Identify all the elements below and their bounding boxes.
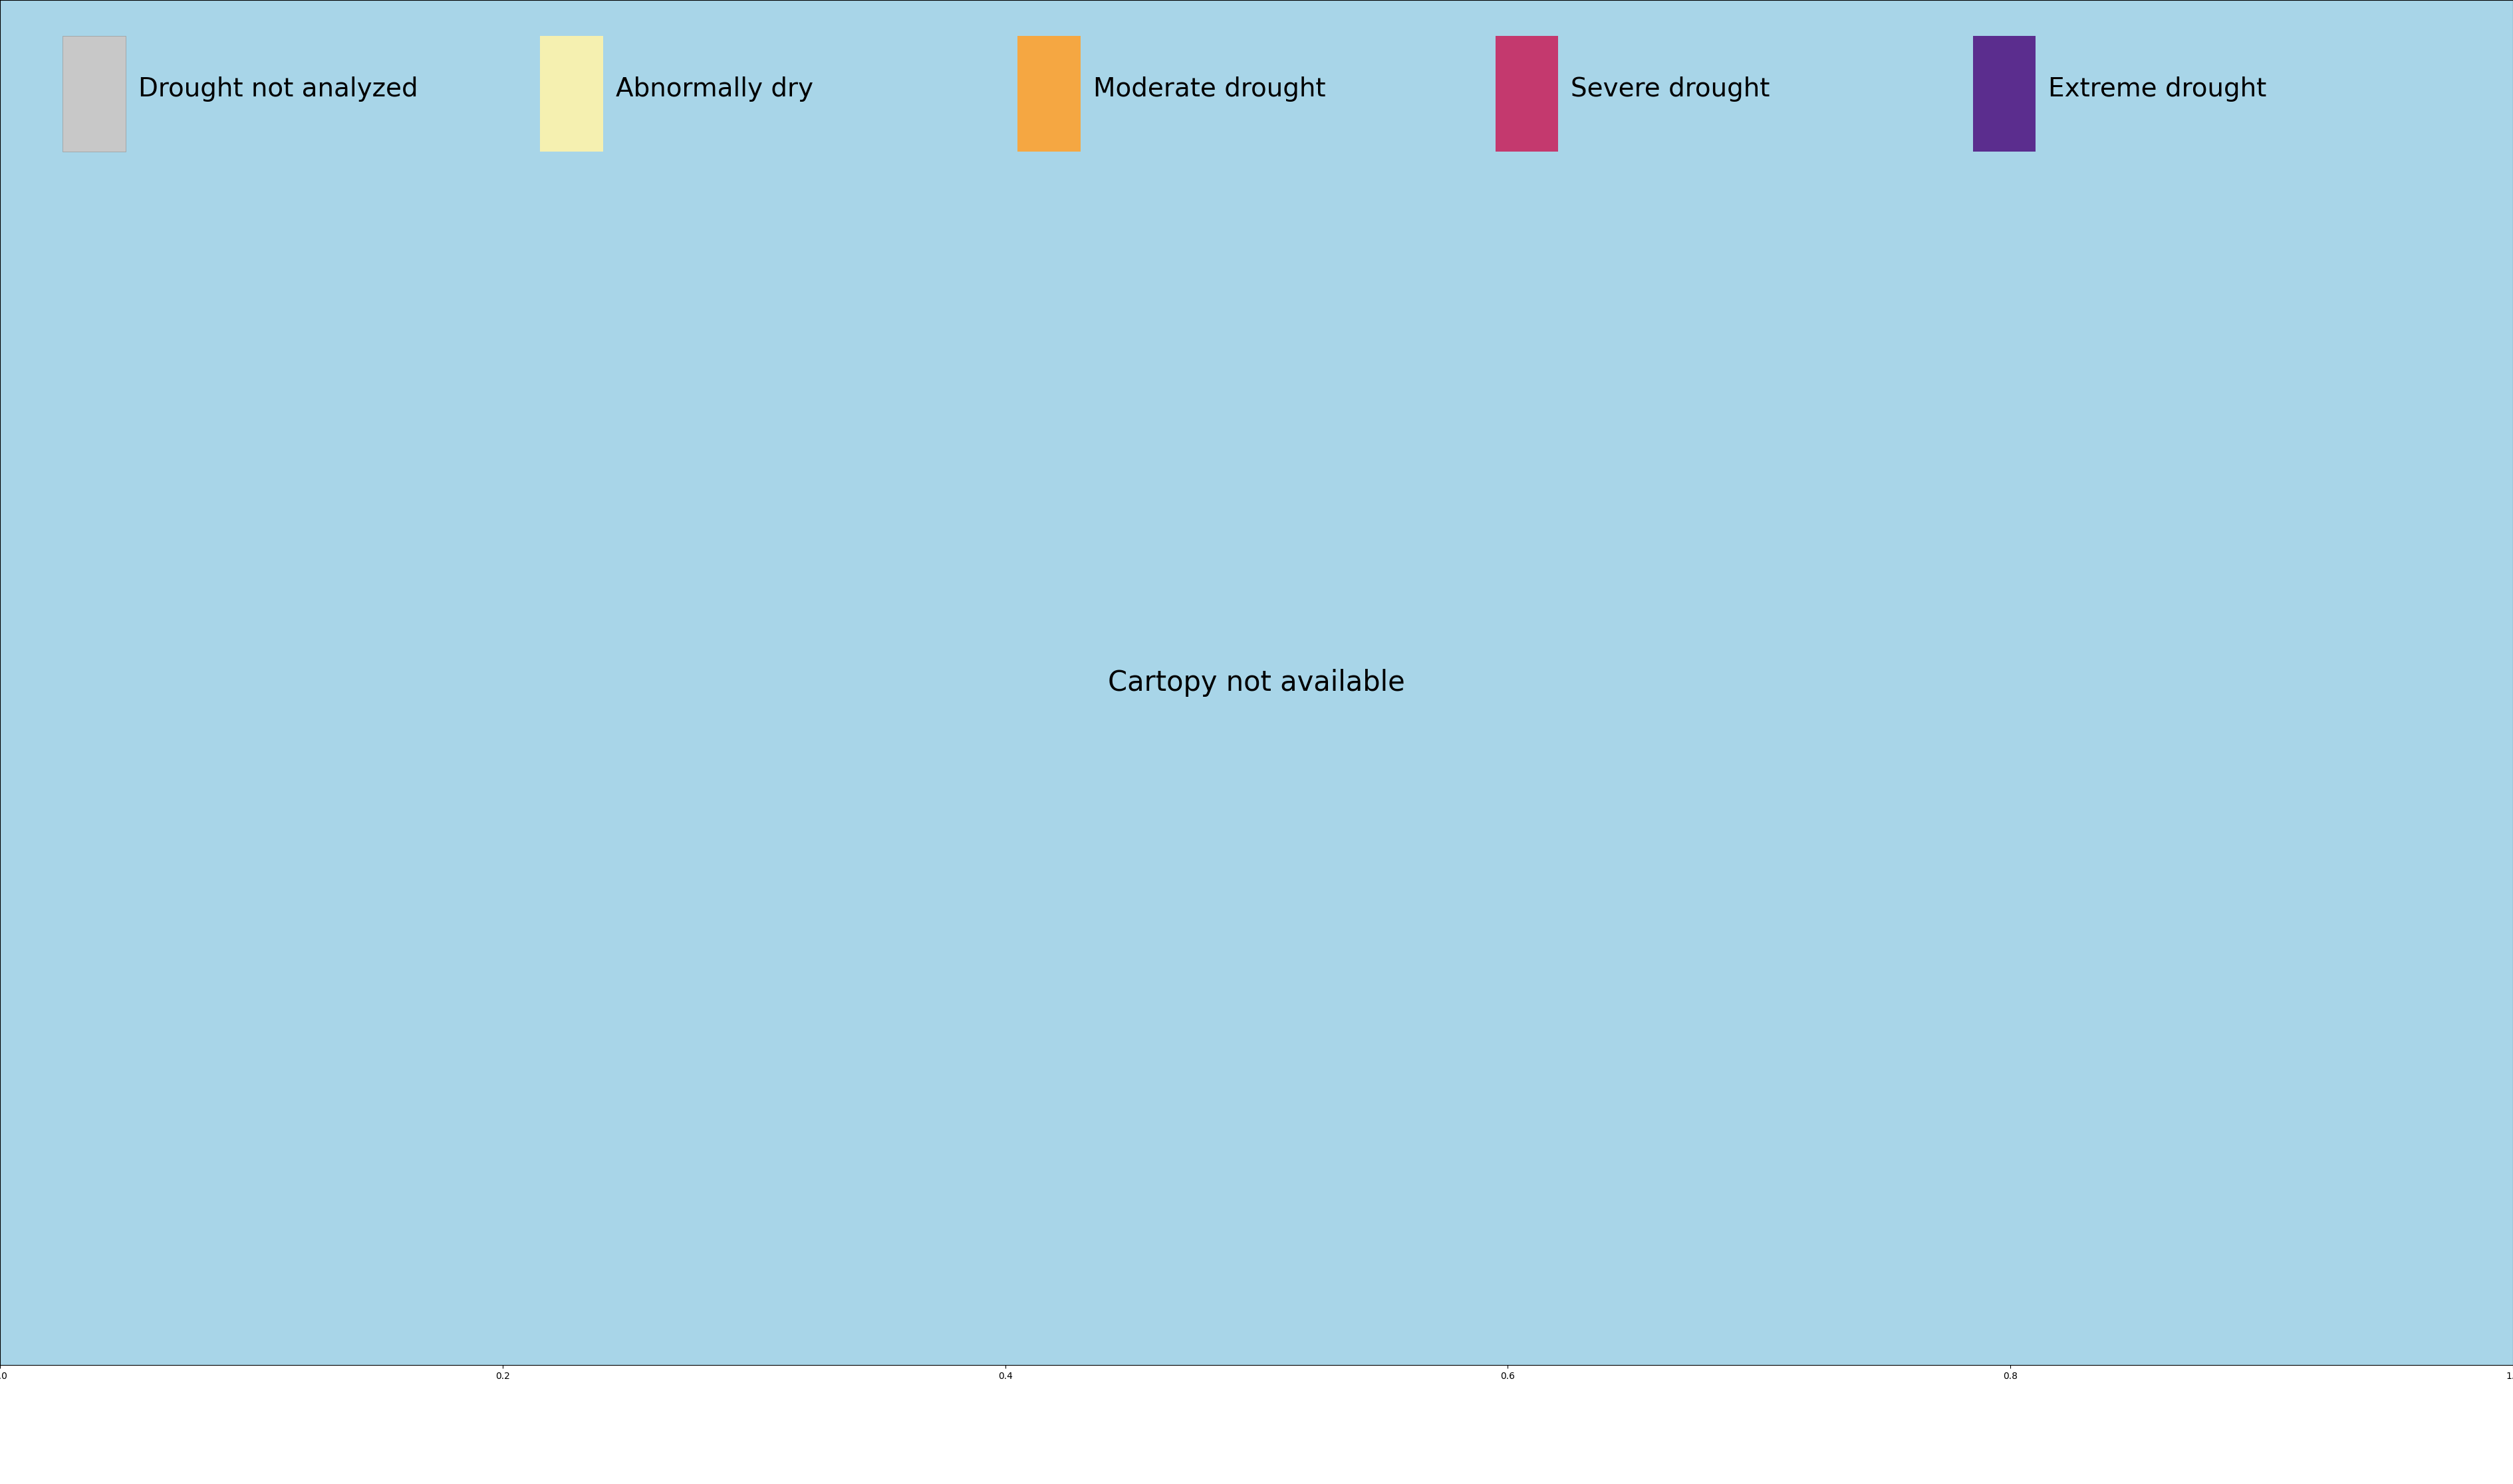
FancyBboxPatch shape [63,36,126,151]
Text: Severe drought: Severe drought [1571,76,1769,102]
FancyBboxPatch shape [1495,36,1558,151]
Text: Cartopy not available: Cartopy not available [1108,669,1405,696]
FancyBboxPatch shape [1973,36,2036,151]
Text: Extreme drought: Extreme drought [2048,76,2267,102]
FancyBboxPatch shape [540,36,603,151]
Text: Abnormally dry: Abnormally dry [616,76,814,102]
FancyBboxPatch shape [1018,36,1081,151]
Text: Drought not analyzed: Drought not analyzed [138,76,417,102]
Text: Moderate drought: Moderate drought [1093,76,1324,102]
